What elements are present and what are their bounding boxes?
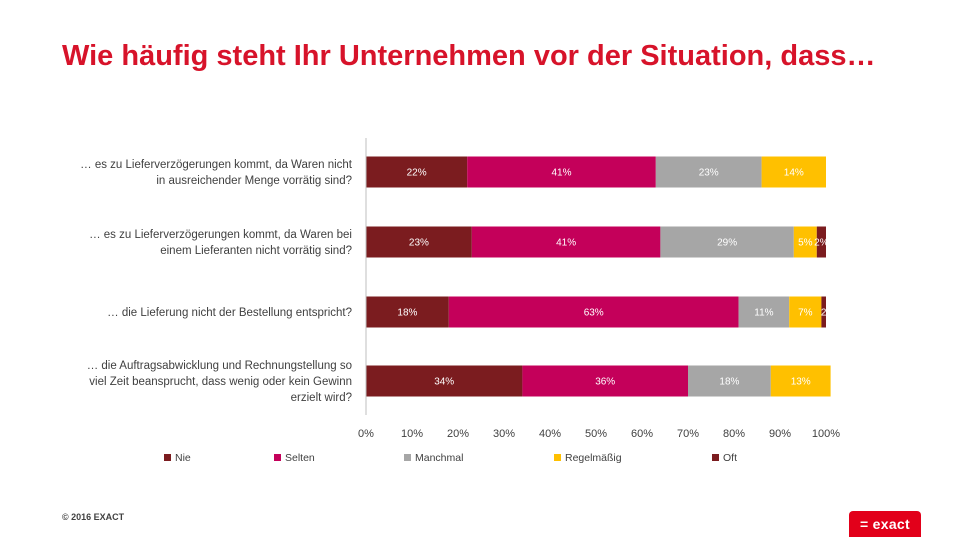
exact-logo: = exact: [849, 511, 921, 537]
data-label: 23%: [699, 168, 719, 179]
bar-selten-3: [448, 296, 739, 328]
legend-swatch: [164, 454, 171, 461]
category-label: in ausreichender Menge vorrätig sind?: [156, 175, 352, 187]
x-tick-label: 20%: [447, 428, 469, 440]
category-label: … es zu Lieferverzögerungen kommt, da Wa…: [89, 229, 352, 241]
legend-label: Nie: [175, 452, 191, 464]
bar-regelmäßig-1: [761, 156, 826, 188]
data-label: 7%: [798, 308, 813, 319]
bar-selten-4: [522, 365, 688, 397]
legend-swatch: [274, 454, 281, 461]
copyright-text: © 2016 EXACT: [62, 512, 125, 522]
bar-regelmäßig-3: [789, 296, 822, 328]
legend-swatch: [554, 454, 561, 461]
legend-label: Manchmal: [415, 452, 463, 464]
data-label: 63%: [584, 308, 604, 319]
category-label: viel Zeit beansprucht, dass wenig oder k…: [89, 376, 352, 388]
bar-regelmäßig-4: [770, 365, 831, 397]
legend-swatch: [712, 454, 719, 461]
bar-manchmal-3: [738, 296, 790, 328]
data-label: 36%: [595, 377, 615, 388]
bar-oft-2: [816, 226, 826, 258]
data-label: 29%: [717, 238, 737, 249]
data-label: 22%: [407, 168, 427, 179]
legend-label: Oft: [723, 452, 737, 464]
bar-nie-1: [366, 156, 468, 188]
x-tick-label: 90%: [769, 428, 791, 440]
legend-swatch: [404, 454, 411, 461]
data-label: 2: [821, 308, 827, 319]
category-label: … die Auftragsabwicklung und Rechnungste…: [87, 360, 352, 372]
data-label: 41%: [556, 238, 576, 249]
bar-manchmal-1: [655, 156, 762, 188]
legend-label: Regelmäßig: [565, 452, 622, 464]
data-label: 5%: [798, 238, 813, 249]
category-label: einem Lieferanten nicht vorrätig sind?: [160, 245, 352, 257]
category-labels: … es zu Lieferverzögerungen kommt, da Wa…: [80, 159, 353, 404]
bar-selten-1: [467, 156, 656, 188]
chart-title: Wie häufig steht Ihr Unternehmen vor der…: [62, 40, 876, 72]
data-label: 13%: [791, 377, 811, 388]
x-tick-label: 30%: [493, 428, 515, 440]
legend-label: Selten: [285, 452, 315, 464]
x-tick-label: 70%: [677, 428, 699, 440]
bar-oft-3: [821, 296, 826, 328]
x-axis-ticks: 0% 10% 20% 30% 40% 50% 60% 70% 80% 90% 100%: [358, 428, 840, 440]
x-tick-label: 100%: [812, 428, 840, 440]
bars-layer: 22% 41% 23% 14% 23% 41% 29% 5% 2% 18% 63% 11% 7% 2 34%…: [366, 156, 831, 397]
bar-manchmal-2: [660, 226, 794, 258]
bar-selten-2: [471, 226, 661, 258]
bar-nie-4: [366, 365, 523, 397]
x-tick-label: 60%: [631, 428, 653, 440]
bar-nie-3: [366, 296, 449, 328]
x-tick-label: 80%: [723, 428, 745, 440]
data-label: 34%: [434, 377, 454, 388]
x-tick-label: 0%: [358, 428, 374, 440]
data-label: 11%: [754, 308, 773, 319]
data-label: 18%: [719, 377, 739, 388]
x-tick-label: 40%: [539, 428, 561, 440]
bar-manchmal-4: [688, 365, 771, 397]
category-label: … die Lieferung nicht der Bestellung ent…: [107, 307, 352, 319]
legend: Nie Selten Manchmal Regelmäßig Oft: [164, 452, 737, 464]
bar-nie-2: [366, 226, 472, 258]
bar-regelmäßig-2: [793, 226, 817, 258]
category-label: … es zu Lieferverzögerungen kommt, da Wa…: [80, 159, 353, 171]
data-label: 41%: [551, 168, 571, 179]
category-label: erzielt wird?: [291, 392, 352, 404]
data-label: 23%: [409, 238, 429, 249]
data-label: 14%: [784, 168, 804, 179]
x-tick-label: 50%: [585, 428, 607, 440]
data-label: 18%: [397, 308, 417, 319]
x-tick-label: 10%: [401, 428, 423, 440]
data-label: 2%: [814, 238, 829, 249]
